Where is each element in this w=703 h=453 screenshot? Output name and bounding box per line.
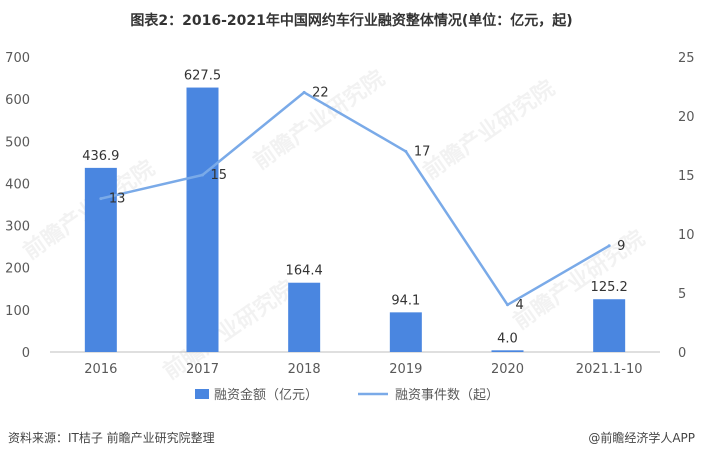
line-value-label: 15 [211, 168, 228, 183]
line-value-label: 22 [312, 85, 329, 100]
source-note: 资料来源：IT桔子 前瞻产业研究院整理 [8, 431, 215, 445]
x-axis-tick-label: 2019 [389, 362, 422, 377]
line-value-label: 9 [617, 239, 625, 254]
legend-line-label: 融资事件数（起） [395, 388, 499, 403]
line-point [302, 90, 306, 94]
line-point [404, 149, 408, 153]
left-axis-tick-label: 600 [5, 93, 30, 108]
right-axis-tick-label: 0 [678, 346, 686, 361]
bar-value-label: 627.5 [184, 69, 221, 84]
bar-series [84, 87, 626, 352]
bar [186, 87, 219, 352]
bar [491, 350, 524, 352]
line-value-label: 4 [516, 298, 524, 313]
right-axis-tick-label: 10 [678, 228, 695, 243]
bar-value-label: 94.1 [391, 293, 420, 308]
right-axis-tick-label: 15 [678, 169, 695, 184]
bar-value-label: 4.0 [497, 331, 518, 346]
left-axis-tick-label: 500 [5, 135, 30, 150]
watermark-text: 前瞻产业研究院 [419, 75, 560, 185]
x-axis-tick-labels: 2016 2017 2018 2019 2020 2021.1-10 [84, 362, 642, 377]
line-series [99, 90, 611, 307]
line-value-label: 13 [109, 192, 126, 207]
x-axis-tick-label: 2021.1-10 [576, 362, 643, 377]
x-axis-tick-label: 2020 [491, 362, 524, 377]
brand-credit: @前瞻经济学人APP [588, 431, 695, 445]
legend: 融资金额（亿元） 融资事件数（起） [195, 387, 499, 403]
x-axis-tick-label: 2017 [186, 362, 219, 377]
left-axis-tick-label: 700 [5, 51, 30, 66]
x-axis-tick-label: 2016 [84, 362, 117, 377]
bar-value-label: 436.9 [82, 149, 119, 164]
line-data-labels: 13 15 22 17 4 9 [109, 85, 626, 312]
bar [389, 312, 422, 352]
left-axis: 0 100 200 300 400 500 600 700 [5, 51, 30, 361]
chart-title: 图表2：2016-2021年中国网约车行业融资整体情况(单位：亿元，起) [130, 13, 573, 29]
line-point [99, 197, 103, 201]
bar-data-labels: 436.9 627.5 164.4 94.1 4.0 125.2 [82, 69, 628, 347]
line-path [100, 91, 610, 307]
left-axis-tick-label: 100 [5, 304, 30, 319]
left-axis-tick-label: 300 [5, 220, 30, 235]
left-axis-tick-label: 0 [22, 346, 30, 361]
right-axis-tick-label: 20 [678, 110, 695, 125]
left-axis-tick-label: 200 [5, 262, 30, 277]
bar-value-label: 125.2 [591, 280, 628, 295]
x-axis-tick-label: 2018 [288, 362, 321, 377]
bar [288, 282, 321, 352]
line-value-label: 17 [414, 144, 431, 159]
legend-bar-label: 融资金额（亿元） [214, 387, 318, 403]
line-point [607, 244, 611, 248]
left-axis-tick-label: 400 [5, 177, 30, 192]
bar-value-label: 164.4 [286, 264, 323, 279]
right-axis: 0 5 10 15 20 25 [678, 51, 695, 361]
bar [593, 299, 626, 352]
watermark-text: 前瞻产业研究院 [509, 225, 650, 335]
legend-bar-swatch [195, 389, 209, 399]
line-point [506, 303, 509, 307]
line-point [201, 173, 204, 177]
right-axis-tick-label: 25 [678, 51, 695, 66]
right-axis-tick-label: 5 [678, 287, 686, 302]
watermark-text: 前瞻产业研究院 [159, 275, 300, 385]
